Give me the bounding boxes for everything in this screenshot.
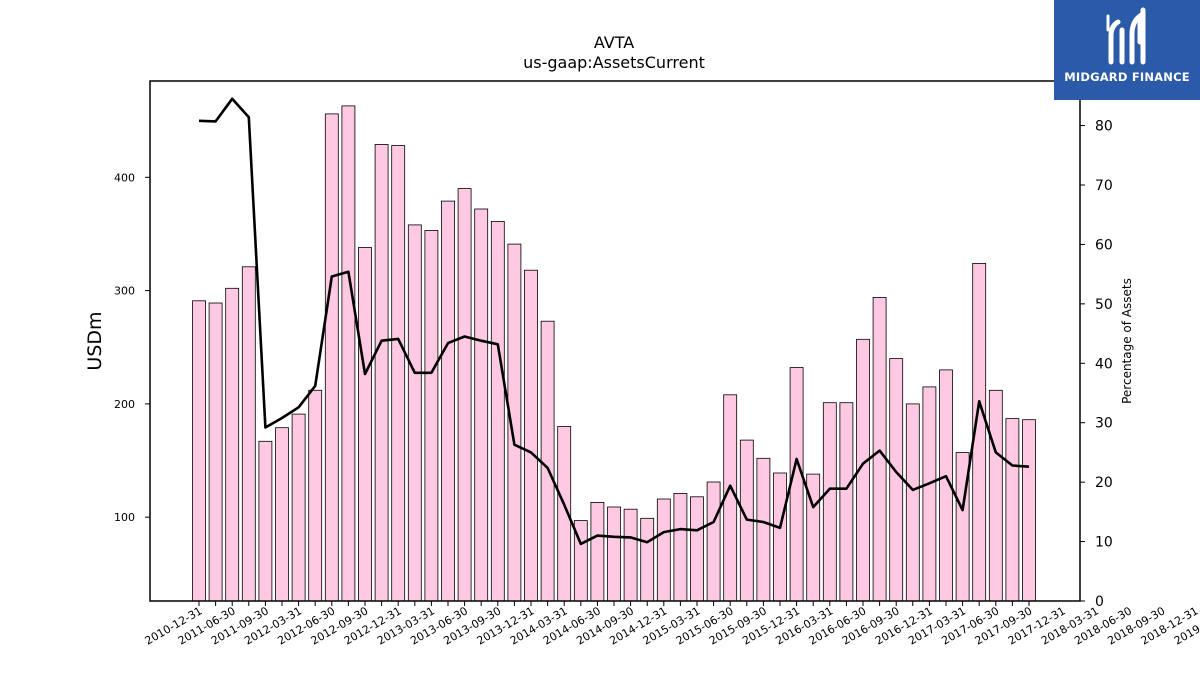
y2-tick-label: 70 <box>1095 178 1113 194</box>
bar <box>640 517 655 602</box>
chart-title: AVTA <box>594 33 634 52</box>
y2-tick-label: 50 <box>1095 297 1113 313</box>
bar <box>391 145 406 602</box>
bar <box>889 358 904 602</box>
bar <box>192 300 206 602</box>
bar <box>341 105 356 602</box>
bar <box>474 208 489 602</box>
bar <box>623 508 638 602</box>
y2-tick-label: 30 <box>1095 416 1113 432</box>
bar <box>872 296 887 602</box>
y-tick-label: 100 <box>114 511 135 524</box>
brand-logo: MIDGARD FINANCE <box>1054 0 1200 100</box>
y2-tick-label: 80 <box>1095 119 1113 135</box>
y2-tick-label: 60 <box>1095 237 1113 253</box>
brand-name: MIDGARD FINANCE <box>1064 70 1190 84</box>
bar <box>441 200 455 602</box>
y2-axis-label: Percentage of Assets <box>1120 278 1134 404</box>
y-axis-right: 0 10 20 30 40 50 60 70 80 <box>1080 119 1113 610</box>
bar <box>988 389 1003 602</box>
percentage-line <box>198 97 1030 546</box>
bar <box>789 367 804 602</box>
bar <box>225 287 240 602</box>
x-axis: 2010-12-312011-06-302011-09-302012-03-31… <box>143 601 1200 648</box>
bar <box>656 498 671 602</box>
bar <box>308 389 323 602</box>
y2-tick-label: 40 <box>1095 356 1113 372</box>
bar <box>275 427 289 602</box>
y2-tick-label: 10 <box>1095 535 1113 551</box>
bar <box>258 440 273 602</box>
bar <box>905 403 920 602</box>
bar <box>358 247 372 602</box>
bar <box>374 143 389 602</box>
bar <box>706 481 721 602</box>
y-tick-label: 300 <box>114 285 135 298</box>
bar <box>607 506 621 602</box>
bar <box>524 269 538 602</box>
bar <box>673 492 688 602</box>
chart-subtitle: us-gaap:AssetsCurrent <box>523 53 705 72</box>
bar <box>490 221 505 602</box>
bar <box>540 320 555 602</box>
y-axis-left: 100 200 300 400 <box>114 171 150 524</box>
midgard-logo-icon <box>1106 7 1146 65</box>
bar <box>407 224 422 602</box>
y2-tick-label: 0 <box>1095 594 1104 610</box>
y-axis-label: USDm <box>84 311 106 370</box>
bar <box>922 386 937 602</box>
plot-frame <box>149 80 1081 602</box>
bar <box>839 402 854 602</box>
bar <box>773 472 787 602</box>
bar <box>1022 419 1036 602</box>
bar <box>1005 418 1020 602</box>
bar <box>241 266 256 602</box>
y-tick-label: 200 <box>114 398 135 411</box>
bar <box>590 501 605 602</box>
y-tick-label: 400 <box>114 171 135 184</box>
bar <box>756 457 771 602</box>
bar <box>324 113 339 602</box>
bar <box>457 188 472 602</box>
bar <box>822 402 837 602</box>
y2-tick-label: 20 <box>1095 475 1113 491</box>
bar <box>291 413 306 602</box>
bar <box>690 496 704 602</box>
bar <box>208 302 223 602</box>
bar <box>424 230 439 602</box>
